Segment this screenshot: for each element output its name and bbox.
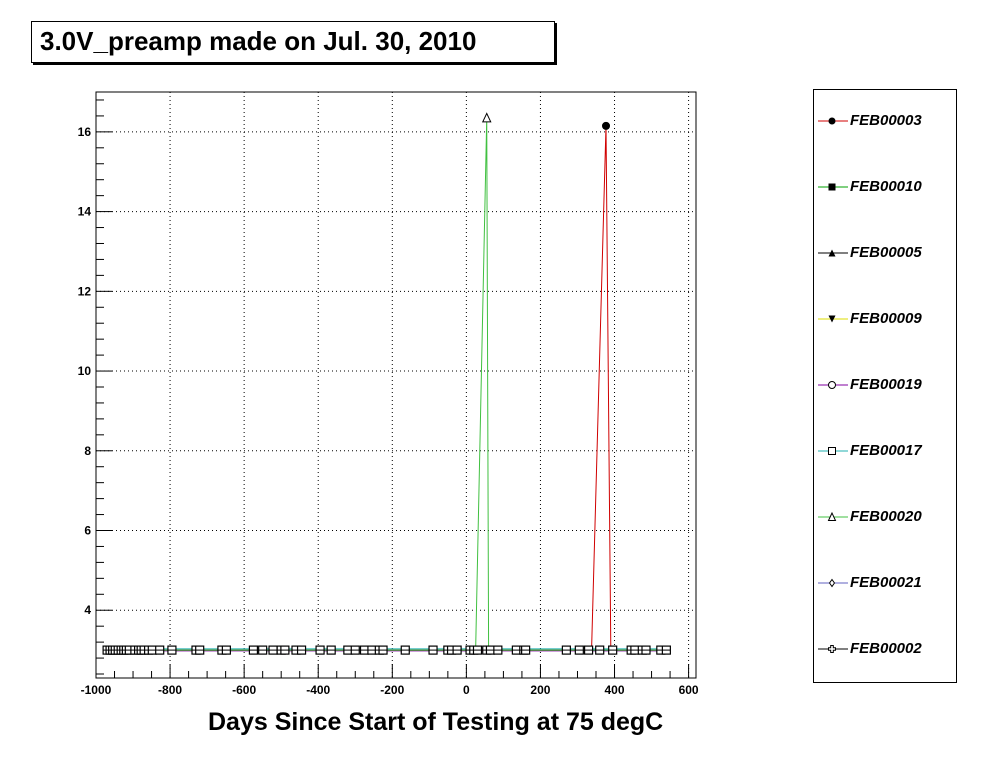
legend-item-FEB00010: FEB00010 bbox=[814, 175, 956, 199]
legend-label: FEB00021 bbox=[850, 574, 922, 591]
y-tick-label: 12 bbox=[78, 284, 92, 298]
legend-item-FEB00019: FEB00019 bbox=[814, 373, 956, 397]
legend-item-FEB00002: FEB00002 bbox=[814, 637, 956, 661]
legend-item-FEB00003: FEB00003 bbox=[814, 109, 956, 133]
marker-filled-circle bbox=[602, 121, 610, 130]
legend-label: FEB00019 bbox=[850, 376, 922, 393]
marker-open-triangle bbox=[827, 511, 837, 521]
legend-swatch bbox=[818, 381, 848, 389]
legend-item-FEB00009: FEB00009 bbox=[814, 307, 956, 331]
chart-title: 3.0V_preamp made on Jul. 30, 2010 bbox=[40, 26, 477, 56]
marker-open-circle bbox=[828, 381, 836, 389]
legend-swatch bbox=[818, 315, 848, 323]
legend-label: FEB00005 bbox=[850, 244, 922, 261]
x-tick-label: -600 bbox=[232, 683, 256, 697]
legend-swatch bbox=[818, 447, 848, 455]
legend: FEB00003 FEB00010 FEB00005 FEB00009 FEB00019… bbox=[813, 89, 957, 683]
legend-swatch bbox=[818, 183, 848, 191]
series-line-FEB00020 bbox=[107, 117, 667, 651]
x-tick-label: -1000 bbox=[81, 683, 112, 697]
marker-filled-circle bbox=[828, 117, 836, 125]
legend-item-FEB00005: FEB00005 bbox=[814, 241, 956, 265]
marker-filled-triangle-up bbox=[828, 249, 836, 257]
legend-swatch bbox=[818, 511, 848, 521]
chart-title-box: 3.0V_preamp made on Jul. 30, 2010 bbox=[31, 21, 555, 63]
legend-label: FEB00009 bbox=[850, 310, 922, 327]
y-tick-label: 8 bbox=[84, 444, 91, 458]
marker-open-cross bbox=[828, 645, 836, 653]
y-tick-label: 16 bbox=[78, 125, 92, 139]
series-lines bbox=[107, 117, 667, 652]
y-tick-label: 6 bbox=[84, 524, 91, 538]
x-tick-label: 400 bbox=[605, 683, 625, 697]
x-tick-label: 600 bbox=[679, 683, 699, 697]
x-axis-label: Days Since Start of Testing at 75 degC bbox=[208, 708, 664, 736]
grid bbox=[96, 92, 696, 678]
legend-label: FEB00020 bbox=[850, 508, 922, 525]
legend-swatch bbox=[818, 249, 848, 257]
marker-filled-square bbox=[828, 183, 836, 191]
y-tick-label: 10 bbox=[78, 364, 92, 378]
marker-open-diamond bbox=[828, 578, 836, 588]
marker-filled-triangle-down bbox=[828, 315, 836, 323]
legend-label: FEB00017 bbox=[850, 442, 922, 459]
legend-item-FEB00021: FEB00021 bbox=[814, 571, 956, 595]
legend-swatch bbox=[818, 117, 848, 125]
x-tick-label: -400 bbox=[306, 683, 330, 697]
legend-item-FEB00020: FEB00020 bbox=[814, 505, 956, 529]
legend-label: FEB00003 bbox=[850, 112, 922, 129]
x-tick-label: -800 bbox=[158, 683, 182, 697]
series-line-FEB00003 bbox=[107, 125, 667, 651]
marker-open-square bbox=[828, 447, 836, 455]
plot-frame bbox=[95, 91, 697, 679]
series-markers bbox=[102, 112, 671, 655]
legend-swatch bbox=[818, 578, 848, 588]
legend-item-FEB00017: FEB00017 bbox=[814, 439, 956, 463]
y-tick-label: 14 bbox=[78, 205, 92, 219]
x-tick-label: 200 bbox=[530, 683, 550, 697]
axis-ticks: -1000 -800 -600 -400 -200 0 200 400 600 4 6 8 10 12 14… bbox=[78, 99, 699, 697]
legend-label: FEB00010 bbox=[850, 178, 922, 195]
legend-swatch bbox=[818, 645, 848, 653]
legend-label: FEB00002 bbox=[850, 640, 922, 657]
x-tick-label: 0 bbox=[463, 683, 470, 697]
marker-open-triangle bbox=[481, 112, 492, 123]
y-tick-label: 4 bbox=[84, 603, 91, 617]
x-tick-label: -200 bbox=[380, 683, 404, 697]
